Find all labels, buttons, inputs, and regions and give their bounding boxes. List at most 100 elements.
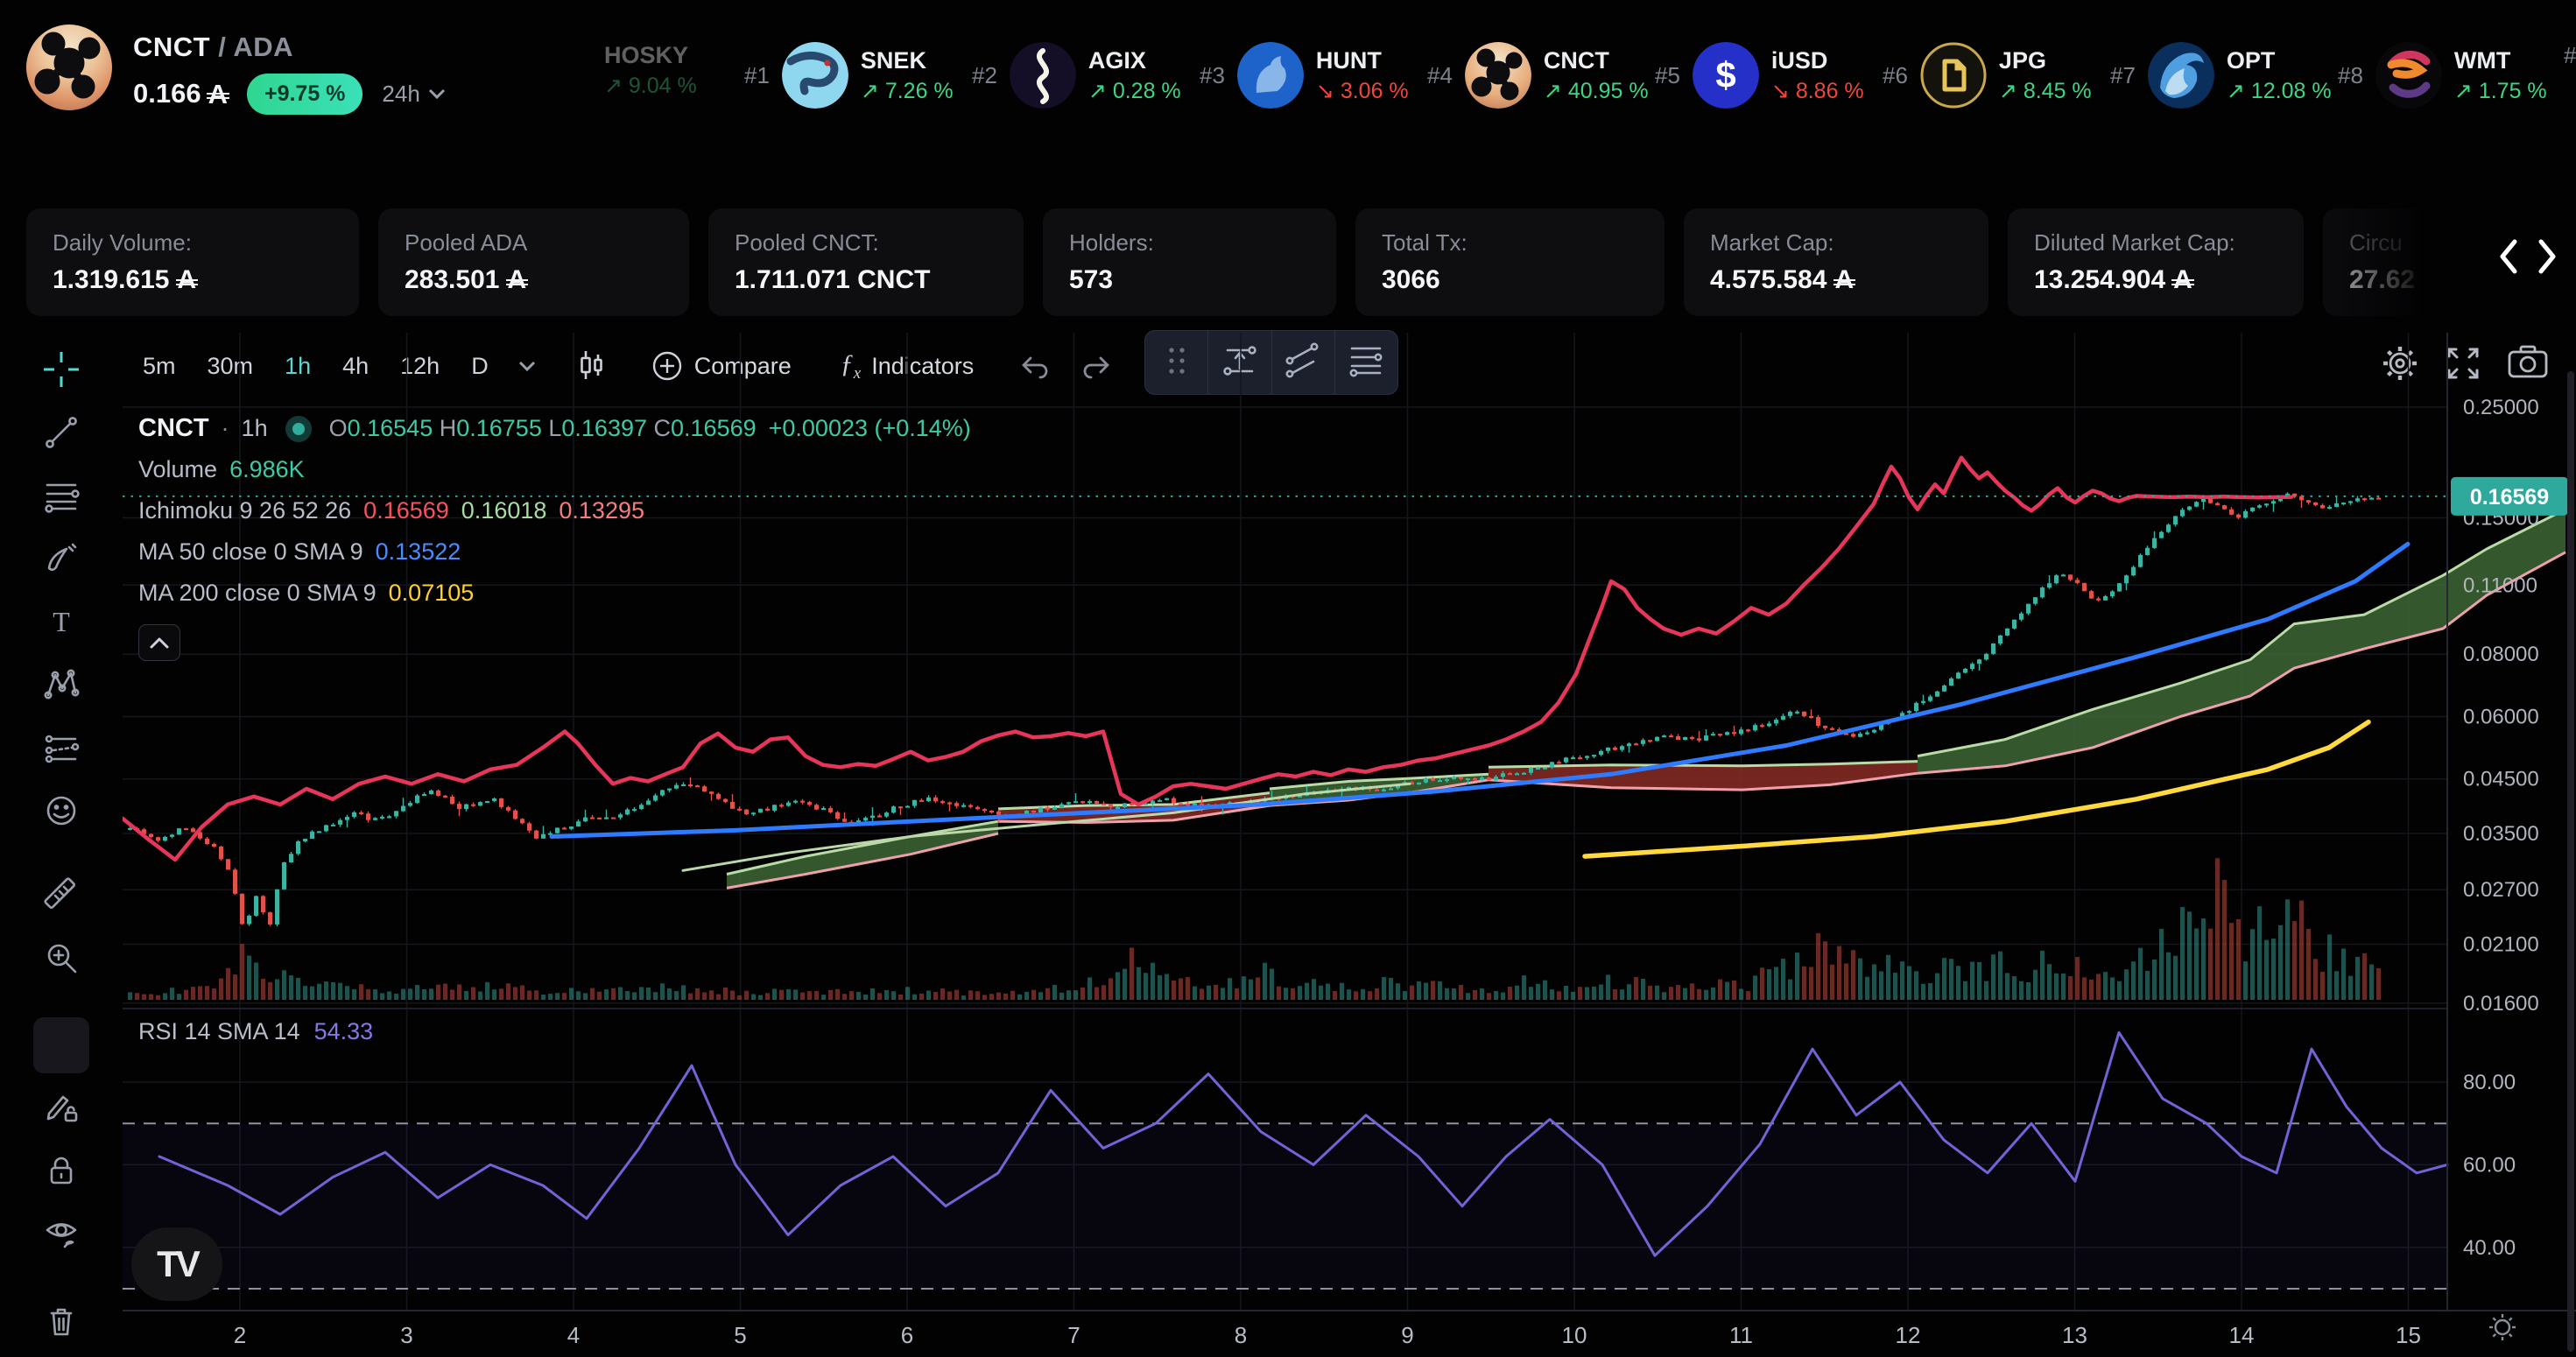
tool-ruler-button[interactable] — [33, 868, 89, 925]
svg-text:0.01600: 0.01600 — [2463, 992, 2539, 1016]
ada-symbol-icon: A — [505, 265, 528, 294]
stat-value: 3066 — [1382, 265, 1440, 294]
tool-crosshair-button[interactable] — [33, 343, 89, 399]
tool-zoom-in-button[interactable] — [33, 932, 89, 988]
tool-fib-retracement-button[interactable] — [33, 469, 89, 525]
stat-card-2[interactable]: Pooled CNCT: 1.711.071 CNCT — [708, 208, 1024, 316]
float-parallel-channel-button[interactable] — [1270, 331, 1334, 394]
stat-card-4[interactable]: Total Tx: 3066 — [1355, 208, 1665, 316]
ticker-symbol: OPT — [2226, 46, 2276, 74]
legend-ichimoku-row[interactable]: Ichimoku 9 26 52 26 0.16569 0.16018 0.1329… — [138, 490, 971, 531]
ticker-item-OPT[interactable]: #7 OPT ↗ 12.08 % — [2110, 42, 2332, 109]
ticker-item-iUSD[interactable]: #5 $ iUSD ↘ 8.86 % — [1655, 42, 1864, 109]
stat-value: 573 — [1069, 265, 1114, 294]
ticker-change: ↗ 40.95 % — [1543, 78, 1649, 103]
timeframe-menu-button[interactable] — [509, 356, 545, 376]
stat-card-7[interactable]: Circu 27.62 — [2323, 208, 2437, 316]
indicators-button[interactable]: ƒx Indicators — [828, 346, 987, 387]
tool-hide-drawings-button[interactable] — [33, 1206, 89, 1262]
settings-button[interactable] — [2380, 343, 2420, 388]
change-pill: +9.75 % — [246, 73, 363, 115]
legend-ma200-row[interactable]: MA 200 close 0 SMA 9 0.07105 — [138, 580, 475, 606]
legend-volume-row[interactable]: Volume 6.986K — [138, 456, 305, 482]
tradingview-logo[interactable]: TV — [131, 1227, 222, 1301]
drawing-tool-rail: T — [0, 343, 123, 1357]
chart-style-button[interactable] — [567, 344, 616, 388]
plus-circle-icon — [652, 351, 681, 381]
ticker-item-HOSKY[interactable]: HOSKY ↗ 9.04 % — [604, 42, 697, 99]
float-price-range-button[interactable] — [1207, 331, 1270, 394]
tool-remove-drawings-button[interactable] — [33, 1294, 89, 1350]
stat-card-1[interactable]: Pooled ADA 283.501 A — [378, 208, 689, 316]
svg-text:13: 13 — [2062, 1322, 2087, 1348]
jpg-token-icon — [1920, 42, 1987, 109]
ticker-item-WMT[interactable]: #8 WMT ↗ 1.75 % — [2338, 42, 2547, 109]
fullscreen-button[interactable] — [2443, 343, 2483, 388]
screenshot-button[interactable] — [2506, 343, 2550, 388]
stat-value: 1.711.071 CNCT — [735, 265, 931, 294]
timeframe-D-button[interactable]: D — [471, 352, 489, 379]
legend-main-row[interactable]: CNCT · 1h O0.16545 H0.16755 L0.16397 C0.… — [138, 414, 971, 442]
ticker-symbol: CNCT — [1543, 46, 1609, 74]
chart-actions — [2380, 343, 2550, 388]
tool-magnet-button[interactable] — [33, 1017, 89, 1073]
token-price: 0.166 A — [133, 78, 230, 109]
lock-all-icon — [42, 1150, 81, 1193]
stat-label: Pooled ADA — [405, 229, 528, 256]
stat-label: Pooled CNCT: — [735, 229, 879, 256]
stat-card-6[interactable]: Diluted Market Cap: 13.254.904 A — [2008, 208, 2304, 316]
rsi-legend-row[interactable]: RSI 14 SMA 14 54.33 — [138, 1018, 374, 1044]
chevron-left-icon — [2500, 239, 2517, 274]
timeframe-30m-button[interactable]: 30m — [207, 352, 254, 379]
wmt-token-icon — [2375, 42, 2442, 109]
stat-label: Diluted Market Cap: — [2034, 229, 2235, 256]
ticker-item-CNCT[interactable]: #4 CNCT ↗ 40.95 % — [1427, 42, 1649, 109]
legend-ma50-row[interactable]: MA 50 close 0 SMA 9 0.13522 — [138, 538, 461, 565]
ticker-change: ↗ 9.04 % — [604, 74, 697, 98]
xabcd-pattern-icon — [42, 665, 81, 708]
price-chart[interactable]: 0.250000.150000.110000.080000.060000.045… — [120, 333, 2576, 1357]
svg-text:9: 9 — [1401, 1322, 1413, 1348]
chevron-down-icon — [428, 88, 445, 100]
svg-text:8: 8 — [1235, 1322, 1247, 1348]
hunt-token-icon — [1236, 42, 1304, 109]
timeframe-1h-button[interactable]: 1h — [285, 352, 312, 379]
tool-forecast-button[interactable] — [33, 721, 89, 777]
ticker-item-JPG[interactable]: #6 JPG ↗ 8.45 % — [1883, 42, 2092, 109]
rsi-value: 54.33 — [313, 1018, 374, 1044]
scrollbar[interactable] — [2567, 371, 2574, 1352]
float-drag-handle-button[interactable] — [1145, 331, 1207, 394]
stat-card-5[interactable]: Market Cap: 4.575.584 A — [1684, 208, 1988, 316]
float-horizontal-fib-button[interactable] — [1334, 331, 1397, 394]
tool-xabcd-pattern-button[interactable] — [33, 658, 89, 714]
timeframe-4h-button[interactable]: 4h — [342, 352, 370, 379]
settings-icon — [2380, 347, 2420, 387]
ticker-symbol: iUSD — [1770, 46, 1828, 74]
tool-trend-line-button[interactable] — [33, 406, 89, 462]
undo-button[interactable] — [1009, 348, 1061, 384]
stat-card-0[interactable]: Daily Volume: 1.319.615 A — [26, 208, 359, 316]
timeframe-5m-button[interactable]: 5m — [143, 352, 176, 379]
ticker-item-SNEK[interactable]: #1 SNEK ↗ 7.26 % — [744, 42, 954, 109]
ticker-item-AGIX[interactable]: #2 AGIX ↗ 0.28 % — [972, 42, 1181, 109]
tool-lock-all-button[interactable] — [33, 1143, 89, 1199]
compare-button[interactable]: Compare — [638, 346, 804, 386]
stat-value: 1.319.615 A — [53, 265, 198, 294]
chart-zone[interactable]: 0.25000 0.15000 0.11000 0.08000 0.06000 0.045… — [120, 333, 2576, 1357]
stats-next-button[interactable] — [2532, 235, 2562, 281]
tool-brush-button[interactable] — [33, 532, 89, 588]
tool-emoji-button[interactable] — [33, 784, 89, 840]
ticker-rank: #7 — [2110, 61, 2136, 88]
legend-collapse-button[interactable] — [138, 624, 180, 661]
redo-button[interactable] — [1070, 348, 1123, 384]
ticker-item-HUNT[interactable]: #3 HUNT ↘ 3.06 % — [1200, 42, 1409, 109]
tool-text-button[interactable]: T — [33, 595, 89, 651]
ticker-item-next[interactable]: # — [2564, 42, 2576, 69]
svg-text:80.00: 80.00 — [2463, 1071, 2516, 1094]
range-selector[interactable]: 24h — [382, 81, 446, 108]
tool-drawing-pencil-lock-button[interactable] — [33, 1080, 89, 1136]
stat-card-3[interactable]: Holders: 573 — [1043, 208, 1336, 316]
stats-prev-button[interactable] — [2494, 235, 2523, 281]
ticker-change: ↗ 7.26 % — [860, 78, 954, 103]
svg-text:$: $ — [1715, 54, 1735, 95]
